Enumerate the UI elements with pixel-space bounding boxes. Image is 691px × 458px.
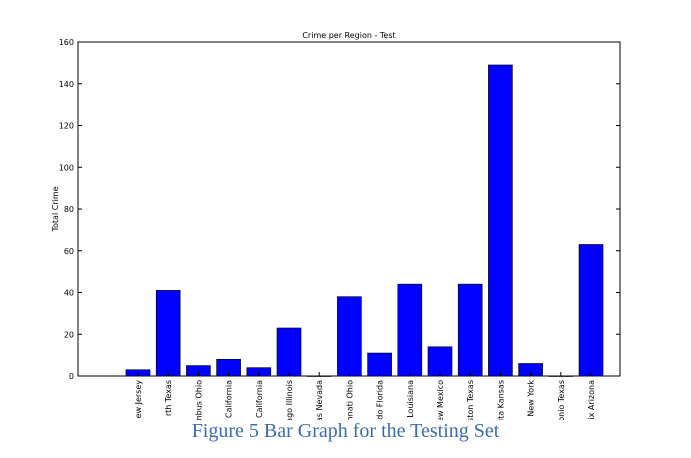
- bar-chart: Crime per Region - Test Total Crime 0 20 4…: [51, 31, 621, 420]
- y-tick-label: 40: [64, 289, 74, 298]
- bar: [488, 64, 513, 377]
- x-tick-label: onio Texas: [557, 380, 566, 420]
- x-tick-label: California: [255, 380, 264, 418]
- x-tick-label: mbus Ohio: [194, 380, 203, 420]
- y-tick-label: 60: [64, 247, 74, 256]
- y-axis-label: Total Crime: [51, 186, 60, 232]
- y-tick-label: 20: [64, 330, 74, 339]
- bar: [427, 346, 453, 377]
- x-tick-label: ita Kansas: [496, 380, 505, 420]
- x-tick-label: ew Jersey: [134, 380, 143, 419]
- y-tick-label: 140: [59, 80, 74, 89]
- y-tick-label: 80: [64, 205, 74, 214]
- figure-caption: Figure 5 Bar Graph for the Testing Set: [191, 420, 500, 442]
- bar: [276, 327, 302, 377]
- y-tick-label: 120: [59, 122, 74, 131]
- x-tick-label: nnati Ohio: [345, 380, 354, 420]
- bar: [548, 375, 574, 377]
- y-axis-ticks: 0 20 40 60 80 100 120 140 160: [59, 38, 620, 381]
- x-tick-label: rth Texas: [164, 380, 173, 416]
- x-tick-label: ew Mexico: [436, 380, 445, 420]
- bar: [337, 296, 362, 377]
- bar: [578, 244, 604, 377]
- x-tick-label: do Florida: [376, 380, 385, 420]
- x-tick-label: New York: [527, 380, 536, 417]
- bar: [155, 290, 181, 377]
- bar: [397, 283, 423, 377]
- x-tick-label: as Nevada: [315, 380, 324, 420]
- y-tick-label: 160: [59, 38, 74, 47]
- x-axis-tick-labels: ew Jersey rth Texas mbus Ohio California Cal…: [134, 372, 596, 420]
- x-tick-label: ston Texas: [466, 380, 475, 420]
- bar: [457, 283, 483, 377]
- x-tick-label: Louisiana: [406, 380, 415, 418]
- y-tick-label: 0: [69, 372, 74, 381]
- y-tick-label: 100: [59, 163, 74, 172]
- x-tick-label: ago Illinois: [285, 380, 294, 420]
- chart-title: Crime per Region - Test: [302, 31, 395, 40]
- bar: [306, 375, 332, 377]
- x-tick-label: California: [225, 380, 234, 418]
- x-tick-label: ix Arizona: [587, 380, 596, 420]
- bars: [125, 64, 604, 377]
